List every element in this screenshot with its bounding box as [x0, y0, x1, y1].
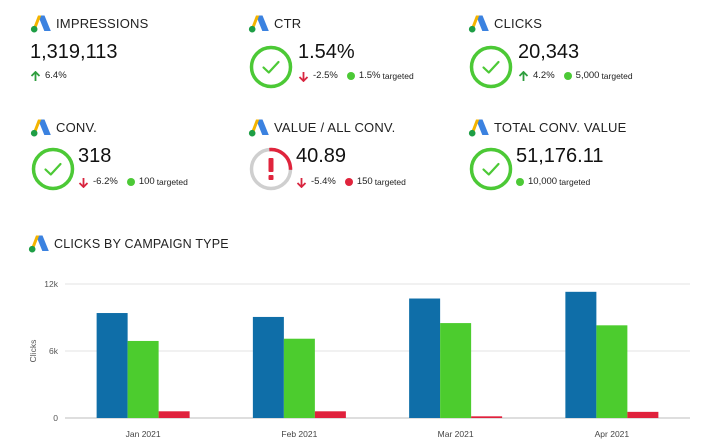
status-check-icon	[248, 44, 294, 90]
kpi-title-ctr: CTR	[274, 16, 302, 31]
kpi-title-clicks: CLICKS	[494, 16, 543, 31]
target-status-dot	[516, 178, 524, 186]
bar-jan-2021-series-3	[158, 411, 190, 418]
bar-mar-2021-series-2	[440, 323, 472, 418]
x-tick-label: Apr 2021	[595, 429, 630, 439]
kpi-value-conv: 318	[78, 145, 112, 167]
target-label: targeted	[601, 71, 633, 81]
google-ads-logo-icon	[468, 118, 490, 138]
kpi-value-value-per-conv: 40.89	[296, 145, 347, 167]
kpi-title-impressions: IMPRESSIONS	[56, 16, 149, 31]
target-label: targeted	[559, 177, 591, 187]
bar-apr-2021-series-1	[565, 291, 597, 418]
target-value: 100	[138, 176, 155, 187]
arrow-down-icon	[78, 177, 89, 188]
google-ads-logo-icon	[468, 14, 490, 34]
google-ads-logo-icon	[248, 118, 270, 138]
kpi-value-impressions: 1,319,113	[30, 41, 118, 63]
kpi-delta-impressions: 6.4%	[30, 70, 67, 82]
status-check-icon	[468, 44, 514, 90]
kpi-title-total-conv-value: TOTAL CONV. VALUE	[494, 120, 627, 135]
kpi-delta-ctr: -2.5% 1.5% targeted	[298, 70, 414, 82]
bar-jan-2021-series-1	[96, 313, 128, 418]
delta-value: -5.4%	[311, 176, 336, 187]
kpi-value-clicks: 20,343	[518, 41, 580, 63]
kpi-delta-clicks: 4.2% 5,000 targeted	[518, 70, 633, 82]
y-axis-label: Clicks	[28, 340, 38, 363]
google-ads-logo-icon	[30, 118, 52, 138]
google-ads-logo-icon	[248, 14, 270, 34]
target-status-dot	[126, 178, 135, 186]
status-check-icon	[468, 146, 514, 192]
target-status-dot	[346, 72, 355, 80]
delta-value: -6.2%	[93, 176, 118, 187]
kpi-value-ctr: 1.54%	[298, 41, 355, 63]
bar-jan-2021-series-2	[127, 340, 159, 418]
kpi-title-value-per-conv: VALUE / ALL CONV.	[274, 120, 396, 135]
target-label: targeted	[382, 71, 414, 81]
x-tick-label: Mar 2021	[438, 429, 474, 439]
target-label: targeted	[156, 177, 188, 187]
delta-value: -2.5%	[313, 70, 338, 81]
clicks-bar-chart: 0 6k 12k Clicks Jan 2021 Feb 2021 Mar 2021 Apr …	[28, 279, 690, 439]
kpi-delta-value-per-conv: -5.4% 150 targeted	[296, 176, 406, 188]
google-ads-logo-icon	[28, 234, 50, 254]
arrow-down-icon	[296, 177, 307, 188]
chart-title: CLICKS BY CAMPAIGN TYPE	[54, 237, 229, 251]
x-tick-label: Jan 2021	[126, 429, 161, 439]
target-value: 10,000	[528, 176, 558, 187]
kpi-value-total-conv-value: 51,176.11	[516, 145, 604, 167]
bar-feb-2021-series-2	[283, 338, 315, 418]
y-tick-label: 0	[53, 413, 58, 423]
y-tick-label: 12k	[44, 279, 58, 289]
google-ads-logo-icon	[30, 14, 52, 34]
target-status-dot	[344, 178, 353, 186]
y-tick-label: 6k	[49, 346, 59, 356]
status-alert-icon	[248, 146, 294, 192]
target-value: 5,000	[575, 70, 600, 81]
arrow-up-icon	[518, 70, 529, 82]
target-status-dot	[563, 72, 572, 80]
x-tick-label: Feb 2021	[281, 429, 317, 439]
bar-mar-2021-series-1	[409, 298, 441, 418]
bar-feb-2021-series-3	[314, 411, 346, 418]
bar-apr-2021-series-3	[627, 411, 659, 418]
target-value: 150	[356, 176, 373, 187]
kpi-delta-conv: -6.2% 100 targeted	[78, 176, 188, 188]
bar-feb-2021-series-1	[252, 316, 284, 418]
delta-value: 4.2%	[533, 70, 555, 81]
bar-apr-2021-series-2	[596, 325, 628, 418]
kpi-title-conv: CONV.	[56, 120, 97, 135]
kpi-target-total-conv-value: 10,000 targeted	[516, 176, 590, 188]
arrow-up-icon	[30, 70, 41, 82]
target-value: 1.5%	[358, 70, 381, 81]
target-label: targeted	[374, 177, 406, 187]
arrow-down-icon	[298, 71, 309, 82]
bar-mar-2021-series-3	[471, 416, 503, 418]
delta-value: 6.4%	[45, 70, 67, 81]
status-check-icon	[30, 146, 76, 192]
